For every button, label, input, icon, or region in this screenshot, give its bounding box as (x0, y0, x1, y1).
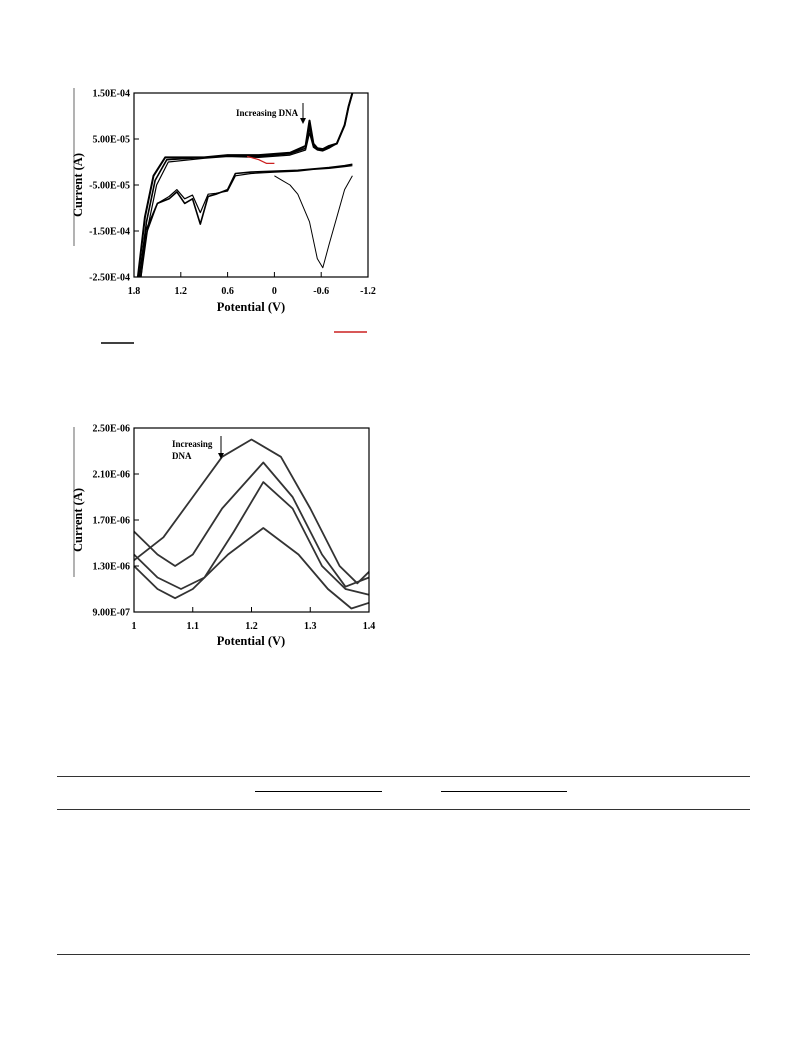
cyclic-voltammogram-chart: 1.50E-04 5.00E-05 -5.00E-05 -1.50E-04 -2.50E… (71, 88, 376, 344)
series-line-1 (133, 438, 370, 585)
x-tick-label: 1.2 (175, 286, 188, 297)
cv-series-group (136, 92, 354, 278)
x-ticks: 1.8 1.2 0.6 0 -0.6 -1.2 (128, 272, 376, 297)
y-tick-label: 1.30E-06 (93, 562, 131, 573)
plot-frame (133, 427, 370, 613)
y-ticks: 1.50E-04 5.00E-05 -5.00E-05 -1.50E-04 -2.50E… (89, 89, 139, 284)
x-tick-label: 0.6 (221, 286, 234, 297)
y-tick-label: 1.50E-04 (93, 89, 131, 100)
x-axis-label: Potential (V) (217, 634, 285, 648)
annotation-dna: DNA (172, 451, 192, 461)
series-line-7 (246, 155, 275, 164)
x-axis-label: Potential (V) (217, 300, 285, 314)
x-ticks: 1 1.1 1.2 1.3 1.4 (132, 607, 376, 632)
differential-pulse-chart: 2.50E-06 2.10E-06 1.70E-06 1.30E-06 9.00E-07… (71, 424, 375, 649)
table-top-rule (57, 776, 750, 777)
series-line-6 (274, 175, 353, 269)
y-axis-label: Current (A) (71, 153, 85, 217)
series-line-3 (133, 481, 370, 596)
plot-frame (133, 92, 369, 278)
series-line-2 (133, 461, 370, 588)
x-tick-label: 1 (132, 621, 137, 632)
y-tick-label: 2.50E-06 (93, 424, 131, 435)
x-tick-label: 1.3 (304, 621, 317, 632)
table-header-rule (57, 809, 750, 810)
table-bottom-rule (57, 954, 750, 955)
annotation-arrow (300, 103, 306, 124)
annotation-increasing: Increasing (172, 439, 213, 449)
dpv-series-group (133, 438, 370, 610)
y-ticks: 2.50E-06 2.10E-06 1.70E-06 1.30E-06 9.00E-07 (93, 424, 139, 619)
x-tick-label: 1.1 (187, 621, 200, 632)
y-tick-label: 9.00E-07 (93, 608, 131, 619)
series-line-5 (140, 165, 353, 278)
x-tick-label: 1.4 (363, 621, 376, 632)
annotation-increasing-dna: Increasing DNA (236, 108, 299, 118)
y-tick-label: 5.00E-05 (93, 135, 131, 146)
series-line-4 (133, 527, 370, 610)
y-tick-label: 2.10E-06 (93, 470, 131, 481)
table-subheader-rule-left (255, 791, 382, 792)
y-tick-label: -5.00E-05 (89, 181, 130, 192)
x-tick-label: -1.2 (360, 286, 376, 297)
y-tick-label: -2.50E-04 (89, 273, 130, 284)
table-subheader-rule-right (441, 791, 567, 792)
series-line-1 (136, 92, 354, 278)
x-tick-label: 0 (272, 286, 277, 297)
y-tick-label: 1.70E-06 (93, 516, 131, 527)
series-line-4 (138, 163, 353, 278)
x-tick-label: 1.2 (245, 621, 258, 632)
annotation-arrow (218, 436, 224, 459)
y-axis-label: Current (A) (71, 488, 85, 552)
series-line-3 (140, 92, 353, 278)
x-tick-label: -0.6 (313, 286, 329, 297)
x-tick-label: 1.8 (128, 286, 141, 297)
series-line-2 (138, 92, 354, 278)
y-tick-label: -1.50E-04 (89, 227, 130, 238)
